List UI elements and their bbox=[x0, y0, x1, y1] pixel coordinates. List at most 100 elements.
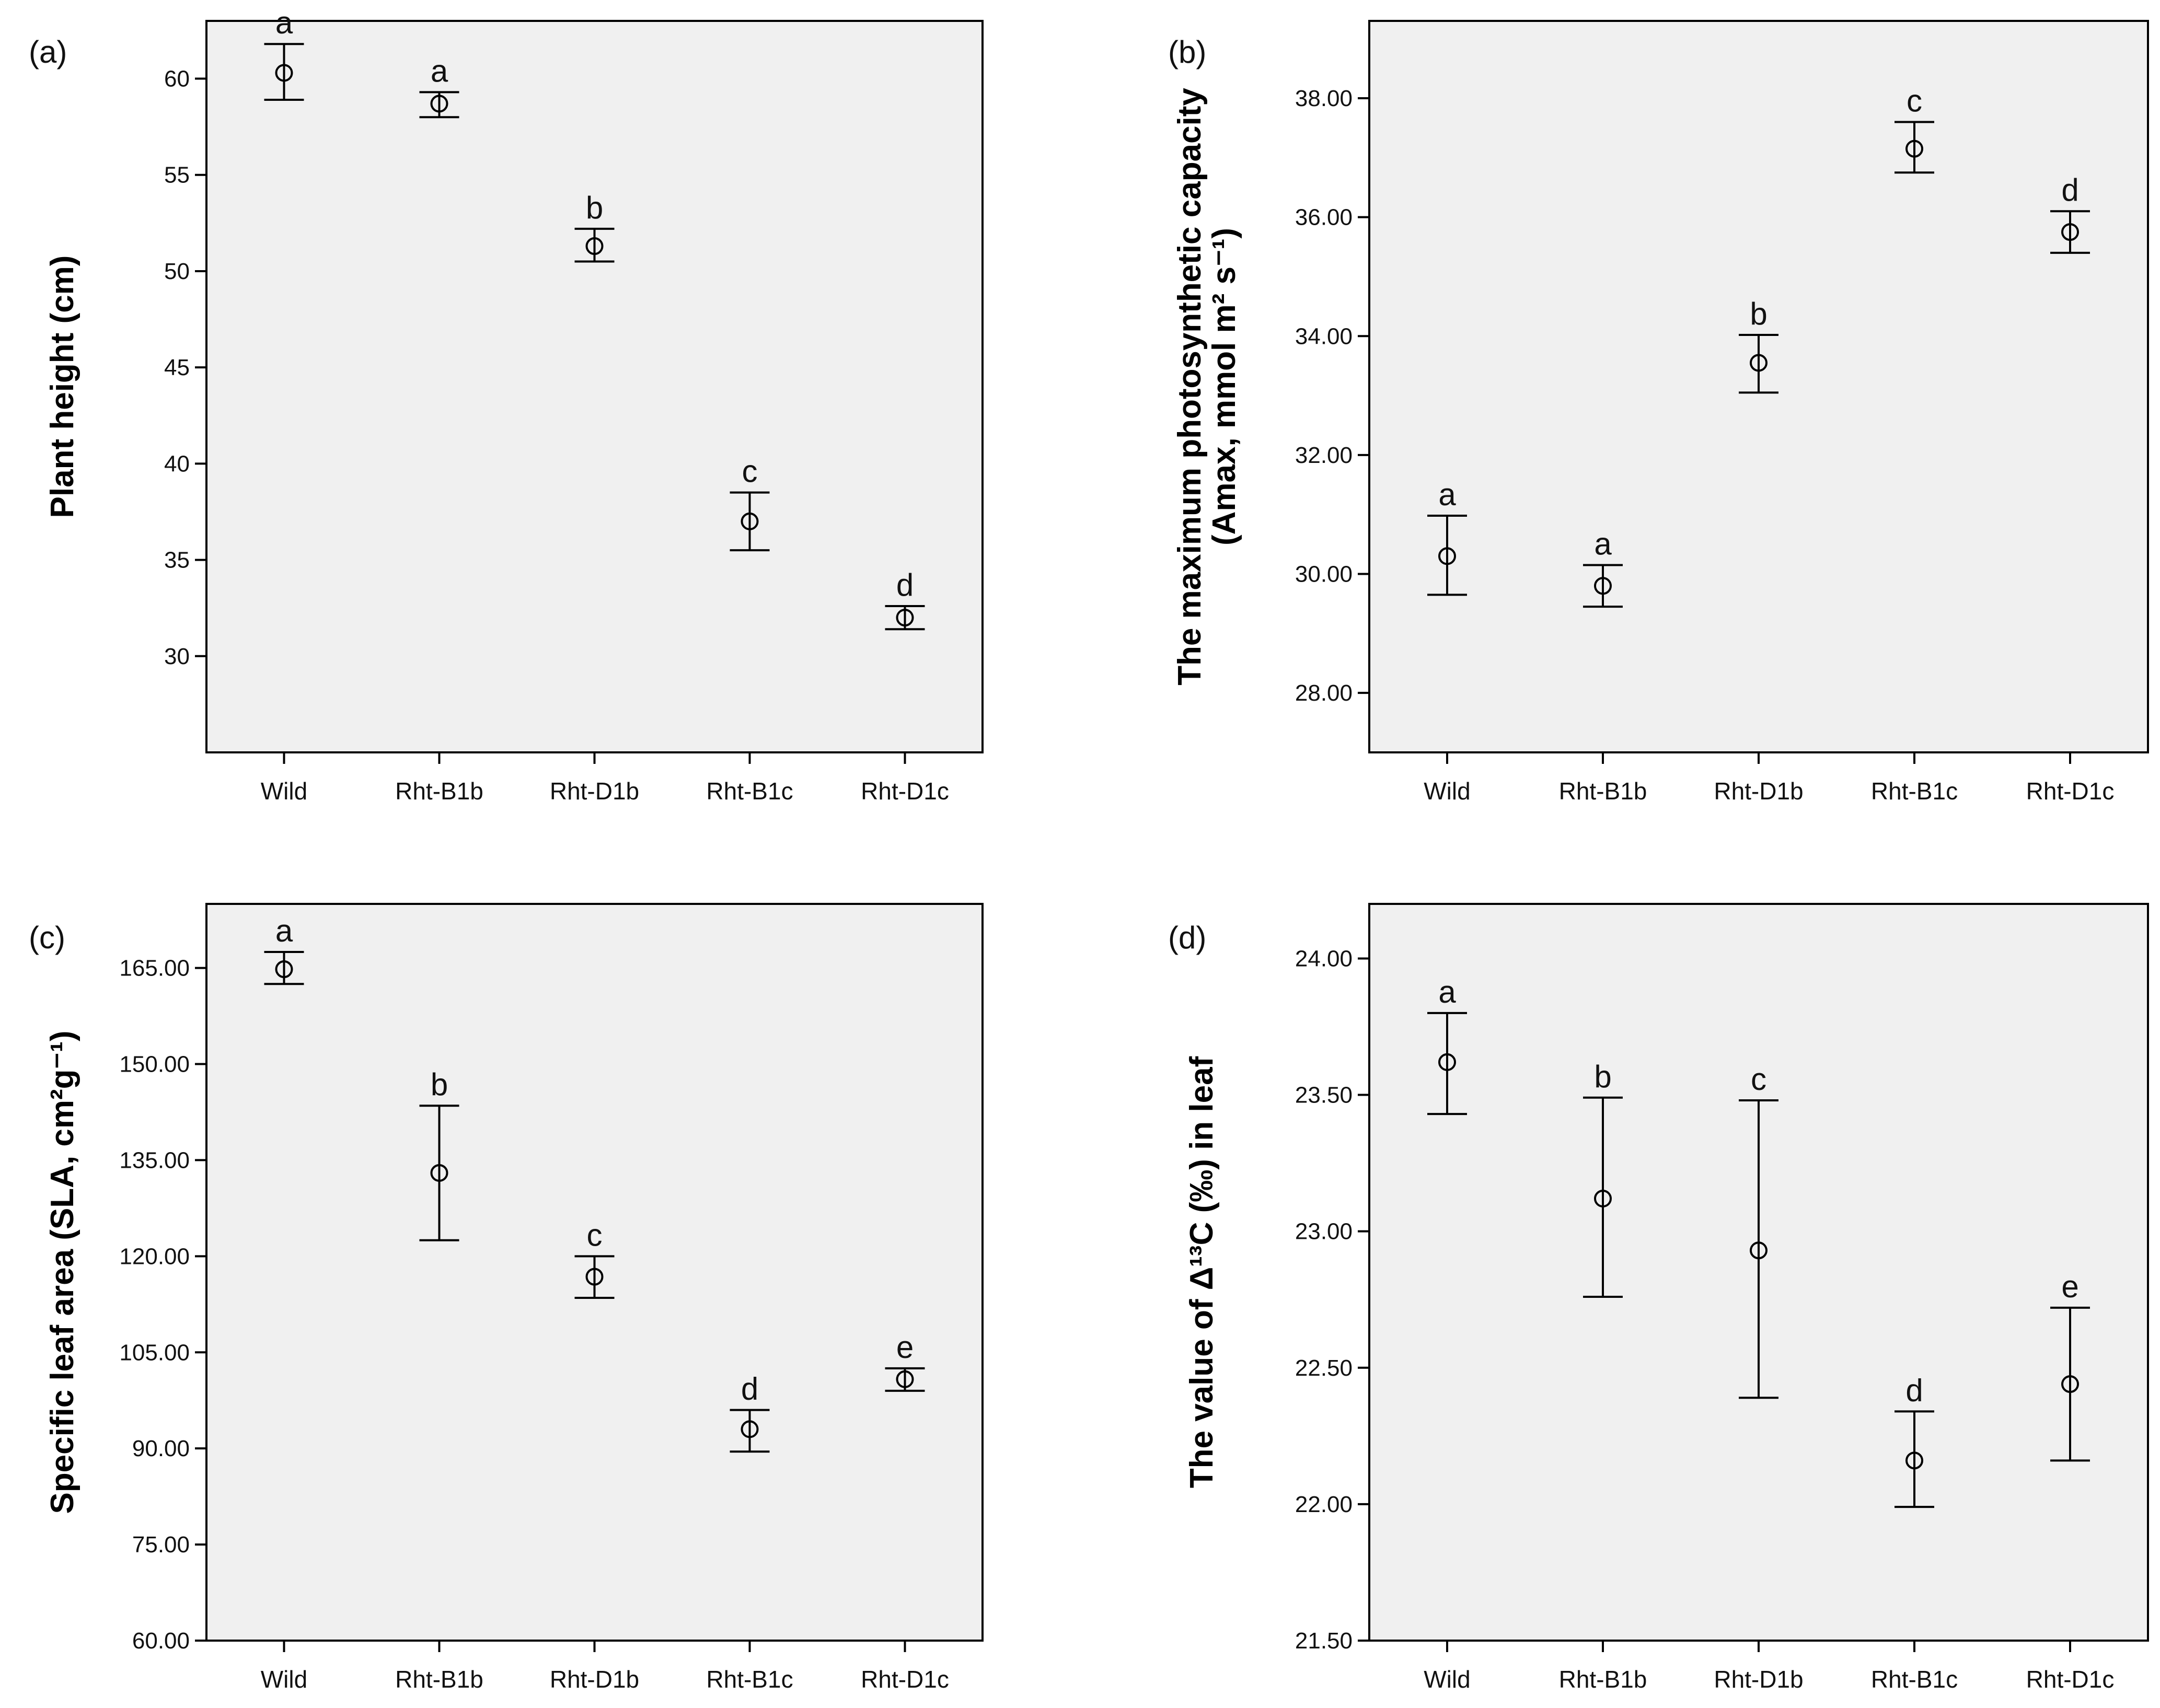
y-tick-label: 165.00 bbox=[119, 956, 190, 981]
mean-point bbox=[896, 609, 914, 627]
chart-panel-d: (d) 21.50 22.00 22.50 23.00 23.50 24.00 Wild Rht… bbox=[1168, 903, 2149, 1693]
y-axis-title: The maximum photosynthetic capacity bbox=[1172, 88, 1208, 685]
panel-label: (d) bbox=[1168, 920, 1206, 955]
x-tick-label: Wild bbox=[1424, 777, 1470, 805]
y-axis-title: Specific leaf area (SLA, cm²g⁻¹) bbox=[44, 1030, 80, 1514]
y-tick-label: 50 bbox=[164, 259, 190, 284]
significance-letter: e bbox=[2061, 1269, 2078, 1304]
y-tick-label: 22.00 bbox=[1295, 1492, 1353, 1517]
significance-letter: a bbox=[1438, 477, 1456, 512]
y-tick-label: 30 bbox=[164, 644, 190, 669]
mean-point bbox=[741, 1420, 759, 1438]
mean-point bbox=[275, 960, 293, 979]
y-tick-label: 150.00 bbox=[119, 1052, 190, 1077]
y-tick-label: 45 bbox=[164, 355, 190, 380]
x-tick-label: Rht-D1c bbox=[2026, 1666, 2115, 1693]
significance-letter: a bbox=[275, 913, 293, 948]
significance-letter: a bbox=[431, 53, 448, 88]
chart-panels: (a) 30 35 40 45 50 55 60 Wild Rht-B1b Rht-D1b Rht-B… bbox=[29, 5, 2149, 1693]
mean-point bbox=[1905, 1451, 1923, 1470]
y-axis-title: (Amax, mmol m² s⁻¹) bbox=[1206, 228, 1242, 545]
y-tick-label: 21.50 bbox=[1295, 1628, 1353, 1654]
y-tick-label: 135.00 bbox=[119, 1147, 190, 1173]
mean-point bbox=[2061, 1375, 2079, 1393]
y-tick-label: 120.00 bbox=[119, 1244, 190, 1269]
significance-letter: d bbox=[2061, 172, 2078, 207]
x-tick-label: Rht-B1c bbox=[706, 777, 793, 805]
significance-letter: c bbox=[742, 454, 758, 489]
y-tick-label: 28.00 bbox=[1295, 680, 1353, 706]
x-tick-label: Wild bbox=[261, 777, 307, 805]
y-tick-label: 24.00 bbox=[1295, 946, 1353, 971]
significance-letter: a bbox=[1438, 974, 1456, 1009]
y-tick-label: 75.00 bbox=[132, 1532, 190, 1558]
y-tick-label: 36.00 bbox=[1295, 205, 1353, 230]
mean-point bbox=[1594, 1190, 1612, 1207]
y-tick-label: 60 bbox=[164, 66, 190, 92]
mean-point bbox=[2061, 223, 2079, 241]
y-tick-label: 22.50 bbox=[1295, 1355, 1353, 1381]
y-tick-label: 40 bbox=[164, 451, 190, 477]
y-axis-title: Plant height (cm) bbox=[44, 255, 80, 518]
panel-label: (c) bbox=[29, 920, 65, 955]
x-tick-label: Rht-B1c bbox=[706, 1666, 793, 1693]
mean-point bbox=[430, 1164, 448, 1182]
x-tick-label: Rht-D1c bbox=[861, 1666, 949, 1693]
x-tick-label: Rht-D1b bbox=[1714, 1666, 1803, 1693]
x-tick-label: Rht-B1c bbox=[1871, 1666, 1958, 1693]
significance-letter: b bbox=[431, 1067, 448, 1102]
significance-letter: c bbox=[1751, 1062, 1766, 1097]
x-tick-label: Wild bbox=[261, 1666, 307, 1693]
x-tick-label: Rht-B1b bbox=[395, 1666, 483, 1693]
y-tick-label: 90.00 bbox=[132, 1436, 190, 1461]
mean-point bbox=[1438, 547, 1456, 565]
mean-point bbox=[585, 1268, 604, 1286]
x-tick-label: Rht-D1c bbox=[2026, 777, 2115, 805]
significance-letter: c bbox=[1907, 83, 1922, 118]
y-tick-label: 32.00 bbox=[1295, 443, 1353, 468]
significance-letter: d bbox=[1905, 1373, 1923, 1408]
chart-panel-c: (c) 60.00 75.00 90.00 105.00 120.00 135.00 150.… bbox=[29, 903, 984, 1693]
chart-panel-a: (a) 30 35 40 45 50 55 60 Wild Rht-B1b Rht-D1b Rht-B… bbox=[29, 5, 984, 805]
mean-point bbox=[430, 95, 448, 113]
y-tick-label: 23.00 bbox=[1295, 1219, 1353, 1245]
x-tick-label: Rht-B1b bbox=[395, 777, 483, 805]
chart-panel-b: (b) 28.00 30.00 32.00 34.00 36.00 38.00 Wild Rht… bbox=[1168, 20, 2149, 805]
x-tick-label: Wild bbox=[1424, 1666, 1470, 1693]
significance-letter: a bbox=[1594, 526, 1612, 561]
y-tick-label: 23.50 bbox=[1295, 1083, 1353, 1108]
significance-letter: b bbox=[1594, 1059, 1611, 1094]
significance-letter: b bbox=[586, 190, 603, 225]
significance-letter: e bbox=[896, 1330, 914, 1365]
x-tick-label: Rht-B1b bbox=[1559, 1666, 1647, 1693]
mean-point bbox=[1905, 140, 1923, 158]
significance-letter: d bbox=[741, 1372, 758, 1407]
significance-letter: d bbox=[896, 567, 914, 602]
y-tick-label: 60.00 bbox=[132, 1628, 190, 1654]
mean-point bbox=[1750, 354, 1768, 372]
x-tick-label: Rht-D1b bbox=[550, 1666, 639, 1693]
mean-point bbox=[896, 1370, 914, 1388]
significance-letter: b bbox=[1750, 296, 1767, 331]
y-tick-label: 30.00 bbox=[1295, 562, 1353, 587]
panel-label: (a) bbox=[29, 34, 67, 69]
mean-point bbox=[1594, 577, 1612, 595]
x-tick-label: Rht-D1b bbox=[550, 777, 639, 805]
significance-letter: c bbox=[587, 1217, 603, 1252]
x-tick-label: Rht-D1b bbox=[1714, 777, 1803, 805]
x-tick-label: Rht-B1b bbox=[1559, 777, 1647, 805]
panel-label: (b) bbox=[1168, 34, 1206, 69]
mean-point bbox=[585, 237, 604, 255]
y-axis-title: The value of Δ¹³C (‰) in leaf bbox=[1184, 1056, 1220, 1488]
y-tick-label: 35 bbox=[164, 548, 190, 573]
x-tick-label: Rht-B1c bbox=[1871, 777, 1958, 805]
mean-point bbox=[1438, 1053, 1456, 1071]
mean-point bbox=[741, 512, 759, 530]
mean-point bbox=[275, 64, 293, 82]
y-tick-label: 38.00 bbox=[1295, 86, 1353, 111]
significance-letter: a bbox=[275, 5, 293, 40]
y-tick-label: 34.00 bbox=[1295, 323, 1353, 349]
mean-point bbox=[1750, 1241, 1768, 1260]
y-tick-label: 55 bbox=[164, 162, 190, 188]
